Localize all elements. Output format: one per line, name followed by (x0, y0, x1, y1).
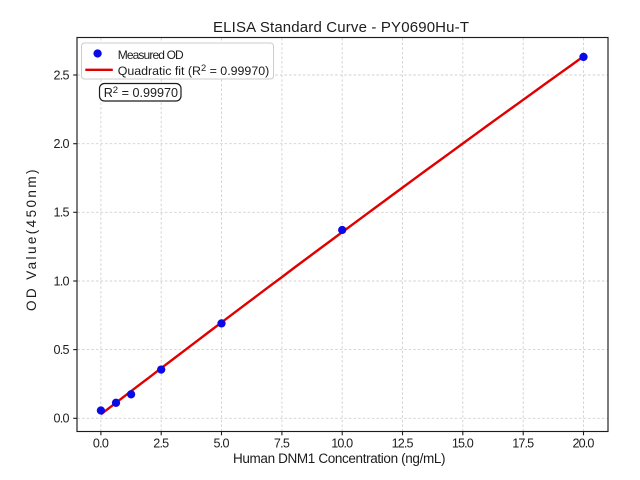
svg-text:1.0: 1.0 (54, 274, 70, 288)
svg-text:0.5: 0.5 (54, 343, 70, 357)
svg-text:Quadratic fit (R2 = 0.99970): Quadratic fit (R2 = 0.99970) (118, 63, 270, 78)
svg-text:15.0: 15.0 (452, 437, 474, 451)
svg-text:Human DNM1 Concentration (ng/m: Human DNM1 Concentration (ng/mL) (233, 451, 446, 466)
svg-text:1.5: 1.5 (54, 206, 70, 220)
svg-text:2.5: 2.5 (153, 437, 169, 451)
svg-text:7.5: 7.5 (274, 437, 290, 451)
svg-text:17.5: 17.5 (512, 437, 534, 451)
svg-text:OD Value(450nm): OD Value(450nm) (24, 170, 39, 312)
svg-text:ELISA Standard Curve - PY0690H: ELISA Standard Curve - PY0690Hu-T (213, 19, 469, 36)
svg-text:0.0: 0.0 (93, 437, 109, 451)
svg-text:12.5: 12.5 (392, 437, 414, 451)
svg-text:5.0: 5.0 (214, 437, 230, 451)
svg-text:2.0: 2.0 (54, 137, 70, 151)
svg-text:R2 = 0.99970: R2 = 0.99970 (104, 85, 178, 100)
svg-text:10.0: 10.0 (331, 437, 353, 451)
svg-text:0.0: 0.0 (54, 412, 70, 426)
svg-text:Measured OD: Measured OD (118, 48, 184, 62)
svg-text:2.5: 2.5 (54, 68, 70, 82)
svg-text:20.0: 20.0 (573, 437, 595, 451)
